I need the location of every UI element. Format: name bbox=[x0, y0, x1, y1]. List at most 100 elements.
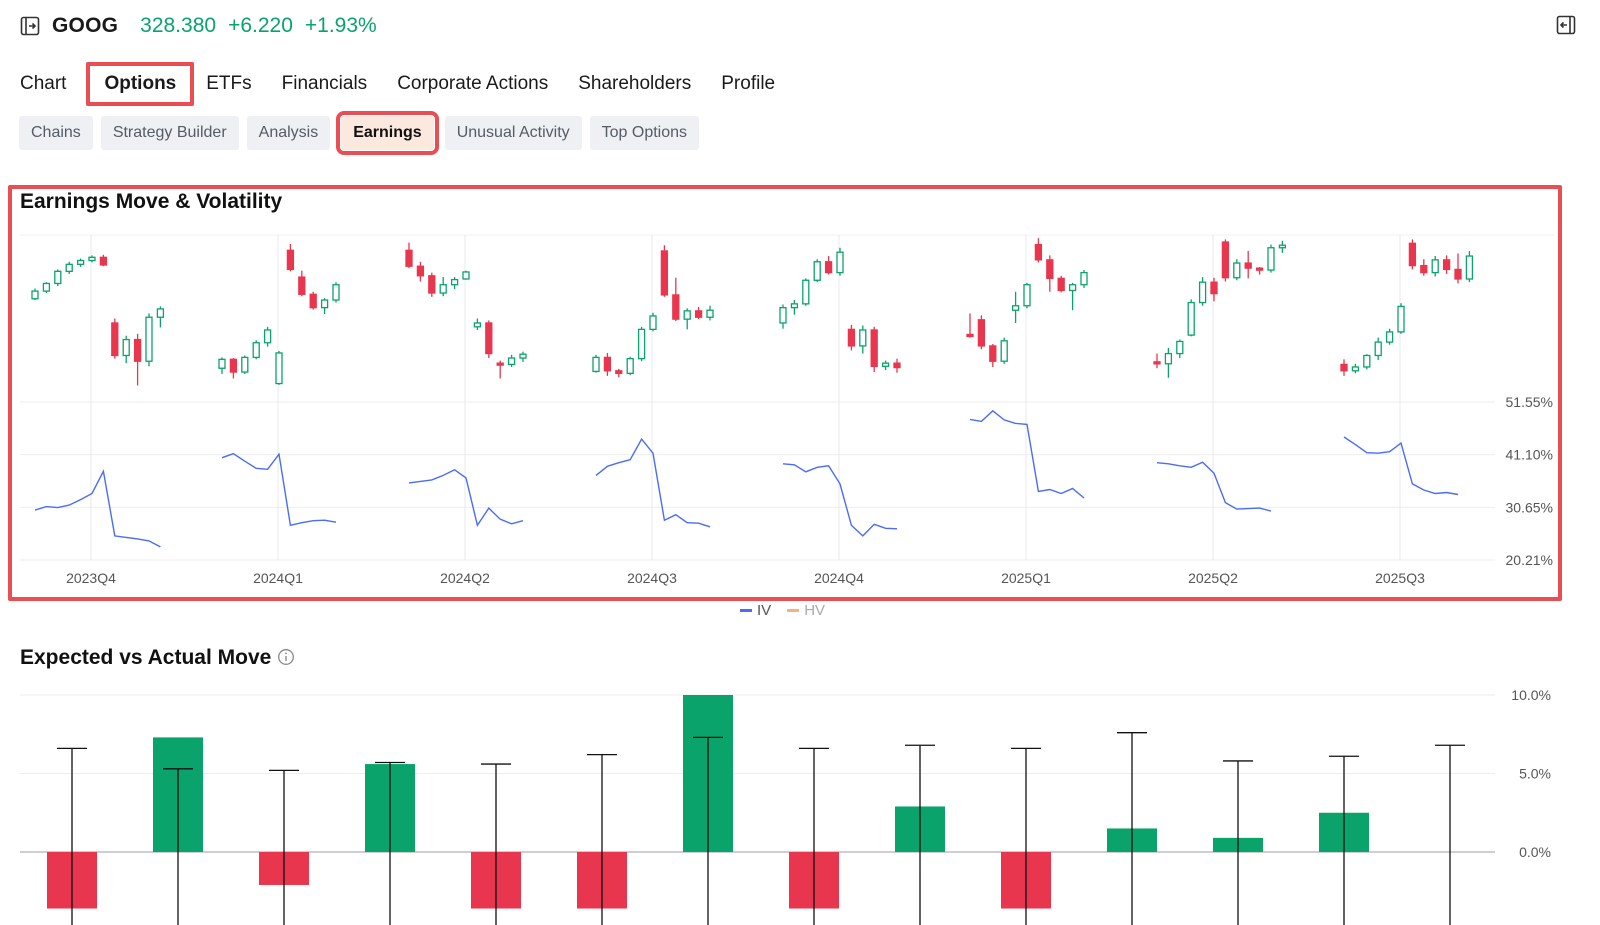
candle-body bbox=[790, 303, 799, 309]
candle-body bbox=[1351, 366, 1360, 372]
tab-shareholders[interactable]: Shareholders bbox=[578, 73, 692, 94]
iv-line-2025Q2 bbox=[1156, 461, 1272, 512]
info-icon[interactable] bbox=[277, 648, 295, 666]
legend-item-iv[interactable]: IV bbox=[740, 602, 771, 619]
subtab-analysis[interactable]: Analysis bbox=[246, 116, 331, 150]
iv-line-2024Q2 bbox=[408, 468, 524, 528]
candle-body bbox=[1397, 305, 1405, 333]
candle-body bbox=[1431, 259, 1439, 274]
ticker-symbol: GOOG bbox=[52, 14, 119, 37]
legend-label-iv: IV bbox=[757, 602, 772, 619]
last-price: 328.380 bbox=[140, 14, 217, 37]
candle-body bbox=[1080, 271, 1088, 286]
candle-body bbox=[1153, 361, 1161, 365]
candle-body bbox=[637, 328, 646, 360]
subtab-top-options[interactable]: Top Options bbox=[589, 116, 700, 150]
candle-body bbox=[836, 251, 844, 274]
x-tick-label: 2024Q2 bbox=[440, 570, 490, 586]
x-tick-label: 2024Q1 bbox=[253, 570, 303, 586]
subtab-strategy-builder[interactable]: Strategy Builder bbox=[100, 116, 239, 150]
legend-swatch-iv bbox=[740, 609, 752, 612]
candle-body bbox=[99, 256, 108, 266]
candle-body bbox=[405, 249, 413, 267]
tab-etfs[interactable]: ETFs bbox=[206, 73, 252, 94]
tab-chart[interactable]: Chart bbox=[20, 73, 67, 94]
candle-body bbox=[859, 329, 867, 347]
tab-corporate-actions[interactable]: Corporate Actions bbox=[397, 73, 549, 94]
subtab-earnings[interactable]: Earnings bbox=[336, 111, 439, 155]
candle-body bbox=[802, 279, 810, 305]
candle-body bbox=[1363, 354, 1371, 368]
candle-body bbox=[218, 358, 226, 369]
candle-body bbox=[592, 356, 600, 373]
candle-body bbox=[1408, 242, 1417, 267]
iv-line-2024Q1 bbox=[221, 452, 337, 527]
candle-body bbox=[1267, 247, 1275, 271]
candle-body bbox=[1255, 267, 1264, 271]
candle-body bbox=[1011, 305, 1020, 311]
candle-body bbox=[881, 362, 890, 367]
y-tick-label: 5.0% bbox=[1519, 766, 1551, 782]
candle-body bbox=[1278, 244, 1287, 249]
candle-body bbox=[1198, 281, 1207, 304]
subtab-chains[interactable]: Chains bbox=[19, 116, 93, 150]
candle-body bbox=[603, 356, 612, 372]
candle-body bbox=[683, 310, 691, 320]
candle-body bbox=[31, 290, 39, 300]
tab-financials[interactable]: Financials bbox=[281, 73, 368, 94]
y-tick-label: 41.10% bbox=[1506, 447, 1553, 463]
candle-body bbox=[428, 275, 436, 294]
subtab-unusual-activity[interactable]: Unusual Activity bbox=[444, 116, 582, 150]
candle-body bbox=[229, 358, 238, 373]
x-tick-label: 2024Q3 bbox=[627, 570, 677, 586]
legend-label-hv: HV bbox=[804, 602, 826, 619]
candle-body bbox=[286, 249, 295, 271]
candle-body bbox=[1046, 259, 1054, 279]
candle-body bbox=[122, 338, 130, 357]
candle-body bbox=[519, 353, 527, 359]
candle-body bbox=[76, 259, 85, 265]
candle-body bbox=[706, 309, 714, 318]
legend-item-hv[interactable]: HV bbox=[787, 602, 825, 619]
iv-line-2024Q4 bbox=[782, 463, 898, 537]
candle-body bbox=[1385, 331, 1394, 343]
candle-body bbox=[1340, 363, 1348, 372]
x-tick-label: 2023Q4 bbox=[66, 570, 116, 586]
candle-body bbox=[893, 362, 901, 369]
candle-body bbox=[966, 333, 974, 338]
candle-body bbox=[1210, 281, 1218, 295]
earnings-move-title: Earnings Move & Volatility bbox=[20, 190, 283, 213]
candle-body bbox=[88, 256, 96, 262]
panel-collapse-icon[interactable] bbox=[1556, 15, 1576, 35]
x-tick-label: 2025Q3 bbox=[1375, 570, 1425, 586]
legend-swatch-hv bbox=[787, 609, 800, 612]
candle-body bbox=[439, 284, 447, 294]
y-tick-label: 30.65% bbox=[1506, 499, 1553, 515]
price-change: +6.220 bbox=[228, 14, 293, 37]
candle-body bbox=[332, 284, 340, 301]
candle-body bbox=[1442, 259, 1451, 271]
tab-options[interactable]: Options bbox=[86, 62, 195, 106]
earnings-move-panel-highlight bbox=[8, 185, 1562, 601]
candle-body bbox=[1420, 264, 1428, 274]
panel-expand-icon[interactable] bbox=[20, 16, 40, 36]
y-tick-label: 10.0% bbox=[1511, 687, 1551, 703]
iv-line-2023Q4 bbox=[34, 469, 161, 548]
candle-body bbox=[42, 282, 51, 292]
tab-profile[interactable]: Profile bbox=[721, 73, 776, 94]
candle-body bbox=[263, 329, 272, 344]
iv-line-2024Q3 bbox=[595, 437, 711, 528]
expected-vs-actual-title: Expected vs Actual Move bbox=[20, 646, 272, 669]
candle-body bbox=[1057, 277, 1065, 292]
candle-body bbox=[252, 342, 260, 359]
candle-body bbox=[496, 362, 504, 366]
candle-body bbox=[824, 261, 833, 274]
candle-body bbox=[660, 250, 669, 296]
candle-body bbox=[111, 322, 119, 357]
volatility-legend: IV HV bbox=[740, 602, 841, 619]
candle-body bbox=[1068, 284, 1077, 292]
candle-body bbox=[649, 315, 657, 330]
candle-body bbox=[507, 357, 516, 366]
candle-body bbox=[416, 265, 425, 277]
candle-body bbox=[977, 319, 986, 347]
